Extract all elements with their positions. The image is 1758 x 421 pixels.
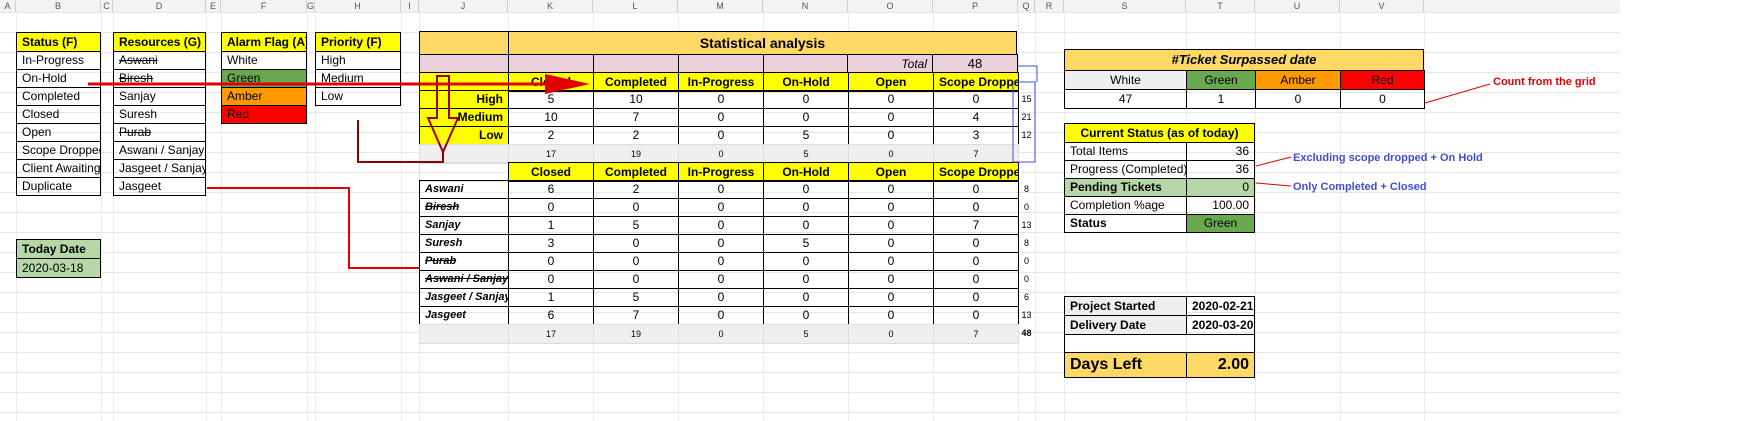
column-header-i: I — [401, 0, 419, 12]
resource-col-total: 0 — [678, 324, 764, 344]
red-connector — [207, 187, 420, 269]
column-header-c: C — [101, 0, 113, 12]
stats-col-header: Scope Dropped — [933, 72, 1019, 92]
grid-vline — [221, 12, 222, 421]
column-header-a: A — [0, 0, 16, 12]
grid-vline — [1424, 12, 1425, 421]
grid-vline — [1340, 12, 1341, 421]
resource-item: Jasgeet — [113, 177, 206, 196]
grid-vline — [101, 12, 102, 421]
grid-vline — [16, 12, 17, 421]
priority-row-total: 21 — [1021, 112, 1032, 122]
resources-list-header: Resources (G) — [113, 32, 206, 52]
column-header-t: T — [1186, 0, 1255, 12]
today-date-value: 2020-03-18 — [16, 258, 101, 278]
priority-row-total: 12 — [1021, 130, 1032, 140]
column-header-e: E — [206, 0, 221, 12]
grid-vline — [113, 12, 114, 421]
status-item: Duplicate — [16, 177, 101, 196]
column-header-o: O — [848, 0, 933, 12]
delivery-date-label: Delivery Date — [1064, 315, 1187, 335]
resource-col-header: In-Progress — [678, 162, 764, 182]
stats-title-left — [419, 31, 509, 55]
days-left-label: Days Left — [1064, 352, 1187, 378]
stats-col-header: Completed — [593, 72, 679, 92]
column-header-j: J — [419, 0, 508, 12]
resource-row-total: 13 — [1021, 310, 1032, 320]
column-header-p: P — [933, 0, 1018, 12]
column-header-n: N — [763, 0, 848, 12]
grid-vline — [401, 12, 402, 421]
column-header-s: S — [1064, 0, 1186, 12]
column-header-v: V — [1340, 0, 1424, 12]
down-hollow-arrow — [426, 75, 460, 155]
days-left-value: 2.00 — [1186, 352, 1255, 378]
stats-col-header: In-Progress — [678, 72, 764, 92]
resource-col-total: 5 — [763, 324, 849, 344]
grid-vline — [206, 12, 207, 421]
resource-row-total: 13 — [1021, 220, 1032, 230]
grid-vline — [1255, 12, 1256, 421]
column-header-k: K — [508, 0, 593, 12]
resource-col-header: On-Hold — [763, 162, 849, 182]
project-blank-row — [1064, 334, 1255, 354]
resource-row-total: 6 — [1023, 292, 1029, 302]
column-header-b: B — [16, 0, 101, 12]
project-started-label: Project Started — [1064, 296, 1187, 316]
column-header-h: H — [315, 0, 401, 12]
resource-col-header: Closed — [508, 162, 594, 182]
today-date-label: Today Date — [16, 239, 101, 259]
annotation-count-grid: Count from the grid — [1493, 76, 1596, 88]
current-status-value: Green — [1186, 214, 1255, 233]
blue-bracket-line — [1018, 65, 1038, 82]
resource-row-total: 0 — [1023, 202, 1029, 212]
resource-col-total: 17 — [508, 324, 594, 344]
surpassed-value-red: 0 — [1340, 89, 1425, 109]
grid-vline — [307, 12, 308, 421]
red-arrow-head — [545, 74, 590, 94]
red-annot-line — [1424, 83, 1491, 104]
blue-annot-line-1 — [1255, 156, 1292, 167]
resource-row-total: 8 — [1023, 238, 1029, 248]
annotation-excluding: Excluding scope dropped + On Hold — [1293, 152, 1483, 164]
stats-col-header: On-Hold — [763, 72, 849, 92]
column-header-q: Q — [1018, 0, 1035, 12]
annotation-only-completed: Only Completed + Closed — [1293, 181, 1427, 193]
column-header-m: M — [678, 0, 763, 12]
column-header-d: D — [113, 0, 206, 12]
resource-col-total: 7 — [933, 324, 1019, 344]
dark-red-connector — [357, 120, 444, 163]
resource-row-total: 0 — [1023, 256, 1029, 266]
surpassed-header-white: White — [1064, 70, 1187, 90]
blue-annot-line-2 — [1255, 182, 1292, 187]
surpassed-header-amber: Amber — [1255, 70, 1341, 90]
column-header-l: L — [593, 0, 678, 12]
column-header-u: U — [1255, 0, 1340, 12]
resource-col-header: Scope Dropped — [933, 162, 1019, 182]
priority-item: Low — [315, 87, 401, 106]
resource-row-total: 8 — [1023, 184, 1029, 194]
resource-grand-total: 48 — [1021, 328, 1032, 338]
column-header-f: F — [221, 0, 307, 12]
resource-row-total: 0 — [1023, 274, 1029, 284]
alarm-item: Red — [221, 105, 307, 124]
column-header-r: R — [1035, 0, 1064, 12]
priority-row-total: 15 — [1021, 94, 1032, 104]
grid-vline — [1035, 12, 1036, 421]
blue-bracket-box — [1012, 81, 1036, 163]
grid-vline — [315, 12, 316, 421]
column-header-g: G — [307, 0, 315, 12]
